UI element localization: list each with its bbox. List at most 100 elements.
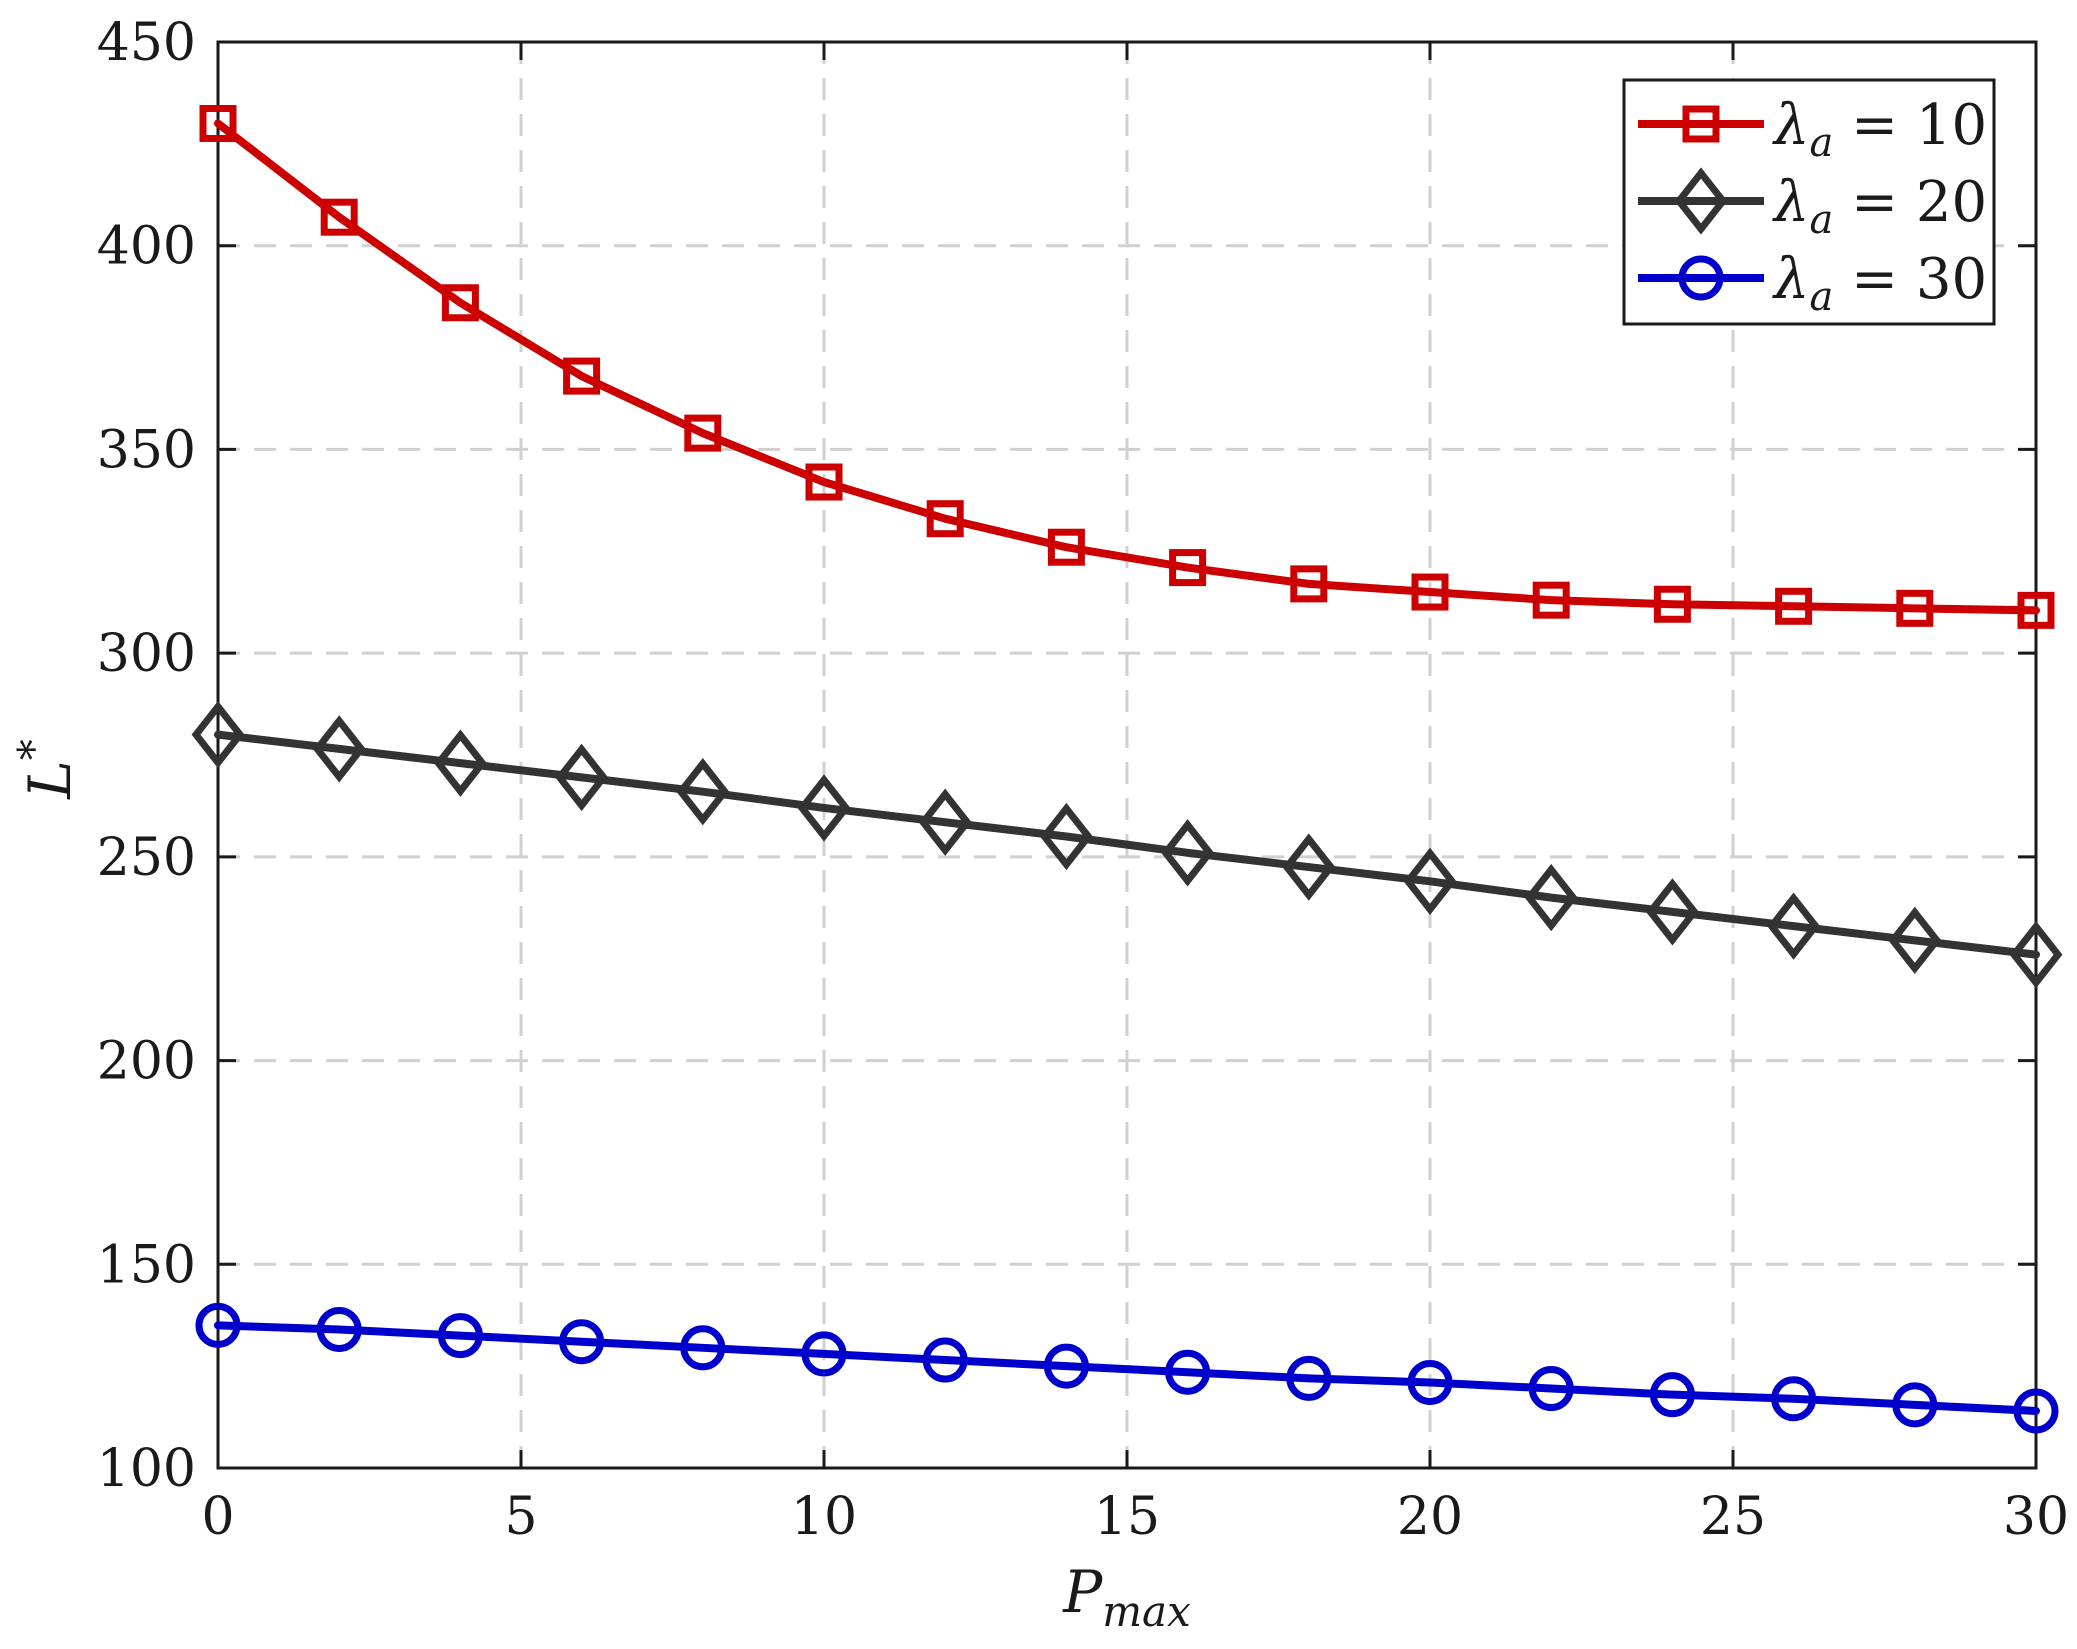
data-point (1169, 549, 1207, 587)
data-point (437, 1313, 483, 1359)
legend-marker (1682, 105, 1720, 143)
data-point (1047, 528, 1085, 566)
legend-marker (1674, 167, 1728, 235)
x-tick-label: 30 (2003, 1487, 2069, 1547)
data-point (1896, 589, 1934, 627)
data-point (1161, 819, 1215, 887)
legend-value: = 10 (1833, 93, 1987, 158)
y-tick-label: 100 (97, 1439, 196, 1499)
data-point (1407, 1359, 1453, 1405)
data-point (320, 198, 358, 236)
data-point (2009, 920, 2063, 989)
data-point (2017, 591, 2055, 629)
series-line (214, 119, 2040, 615)
legend-symbol: λ (1772, 93, 1810, 158)
series-3 (195, 1302, 2059, 1434)
data-point (918, 788, 972, 856)
data-point (1039, 802, 1093, 871)
legend-symbol: λ (1772, 247, 1810, 312)
series-2 (191, 700, 2063, 989)
y-tick-label: 250 (97, 828, 196, 888)
legend-value: = 30 (1833, 247, 1987, 312)
x-tick-label: 25 (1700, 1487, 1766, 1547)
x-tick-label: 15 (1094, 1487, 1160, 1547)
data-point (199, 104, 237, 142)
data-point (1649, 1372, 1695, 1418)
legend-symbol: λ (1772, 170, 1810, 235)
data-point (684, 414, 722, 452)
legend-label: λa = 10 (1772, 93, 1987, 166)
data-point (1165, 1349, 1211, 1395)
data-point (1532, 581, 1570, 619)
data-point (195, 1302, 241, 1348)
data-point (559, 1319, 605, 1365)
legend-item: λa = 30 (1638, 247, 1987, 320)
plot-frame (216, 40, 2038, 1470)
series-line (214, 1321, 2040, 1415)
data-point (801, 1331, 847, 1377)
series-line (214, 730, 2040, 959)
data-point (1653, 585, 1691, 623)
x-axis-label-main: P (1062, 1558, 1103, 1626)
data-point (1411, 573, 1449, 611)
data-point (1524, 863, 1578, 932)
data-point (312, 715, 366, 783)
data-point (797, 774, 851, 842)
y-axis-label: L* (9, 739, 84, 800)
legend-marker (1678, 255, 1724, 301)
legend-label: λa = 20 (1772, 170, 1987, 243)
data-point (1290, 565, 1328, 603)
legend-subscript: a (1810, 197, 1834, 243)
data-point (1043, 1343, 1089, 1389)
x-tick-label: 0 (201, 1487, 234, 1547)
y-tick-label: 350 (97, 420, 196, 480)
data-point (1775, 587, 1813, 625)
data-point (1282, 833, 1336, 901)
data-point (922, 1337, 968, 1383)
data-point (680, 1325, 726, 1371)
data-point (1645, 878, 1699, 946)
x-tick-label: 10 (791, 1487, 857, 1547)
data-point (1892, 1382, 1938, 1428)
data-point (316, 1306, 362, 1352)
data-point (1286, 1355, 1332, 1401)
legend-item: λa = 10 (1638, 93, 1987, 166)
series-1 (199, 104, 2055, 629)
data-point (1888, 906, 1942, 975)
y-axis-label-sup: * (9, 739, 58, 760)
axis-labels: Pmax L* (9, 739, 1191, 1636)
y-tick-label: 150 (97, 1235, 196, 1295)
axes: 0 5 10 15 20 25 30 100 150 200 250 300 350 400 450 (97, 13, 2069, 1547)
y-tick-label: 300 (97, 624, 196, 684)
x-axis-label-sub: max (1102, 1587, 1191, 1636)
data-point (433, 729, 487, 797)
data-point (441, 284, 479, 322)
data-point (563, 357, 601, 395)
data-point (676, 758, 730, 826)
x-tick-label: 5 (504, 1487, 537, 1547)
y-tick-label: 450 (97, 13, 196, 73)
data-point (191, 700, 245, 769)
y-axis-label-main: L (16, 760, 84, 800)
data-point (1403, 847, 1457, 915)
data-point (805, 463, 843, 501)
data-point (926, 500, 964, 538)
data-point (555, 743, 609, 812)
legend-value: = 20 (1833, 170, 1987, 235)
y-tick-label: 400 (97, 217, 196, 277)
legend-item: λa = 20 (1638, 167, 1987, 243)
data-point (1528, 1366, 1574, 1412)
series-group (191, 104, 2063, 1434)
legend-label: λa = 30 (1772, 247, 1987, 320)
data-point (2013, 1388, 2059, 1434)
legend-subscript: a (1810, 120, 1834, 166)
legend-subscript: a (1810, 274, 1834, 320)
data-point (1767, 892, 1821, 960)
y-tick-label: 200 (97, 1032, 196, 1092)
x-tick-label: 20 (1397, 1487, 1463, 1547)
x-axis-label: Pmax (1062, 1558, 1191, 1636)
data-point (1771, 1376, 1817, 1422)
